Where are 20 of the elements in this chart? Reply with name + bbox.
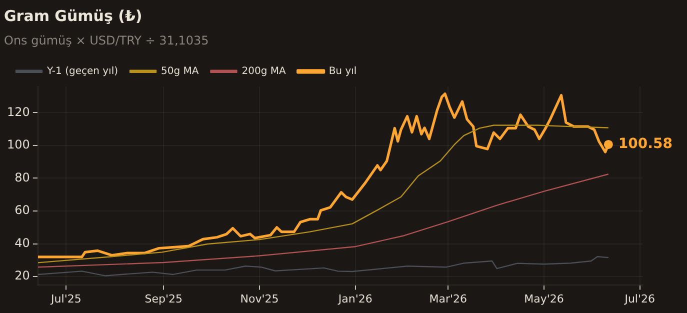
x-tick-label: Sep'25 — [144, 292, 183, 306]
annotation: 100.58 — [618, 136, 672, 152]
legend-label: 200g MA — [242, 66, 286, 77]
y-tick-label: 100 — [7, 138, 30, 152]
y-tick-label: 120 — [7, 104, 30, 119]
legend-label: Bu yıl — [328, 66, 357, 77]
y-tick-label: 40 — [14, 236, 30, 250]
y-tick-label: 60 — [14, 203, 30, 218]
legend-label: Y-1 (geçen yıl) — [46, 66, 118, 77]
x-tick-label: Jan'26 — [337, 292, 372, 306]
x-tick-label: Mar'26 — [429, 292, 468, 306]
chart-title: Gram Gümüş (₺) — [4, 6, 142, 25]
y-tick-label: 80 — [14, 170, 30, 184]
x-tick-label: May'26 — [524, 292, 564, 306]
chart-subtitle: Ons gümüş × USD/TRY ÷ 31,1035 — [4, 33, 209, 48]
x-tick-label: Jul'26 — [624, 292, 656, 306]
y-tick-label: 20 — [14, 268, 30, 283]
x-tick-label: Nov'25 — [240, 292, 279, 306]
legend-label: 50g MA — [161, 66, 199, 77]
x-tick-label: Jul'25 — [50, 292, 82, 306]
